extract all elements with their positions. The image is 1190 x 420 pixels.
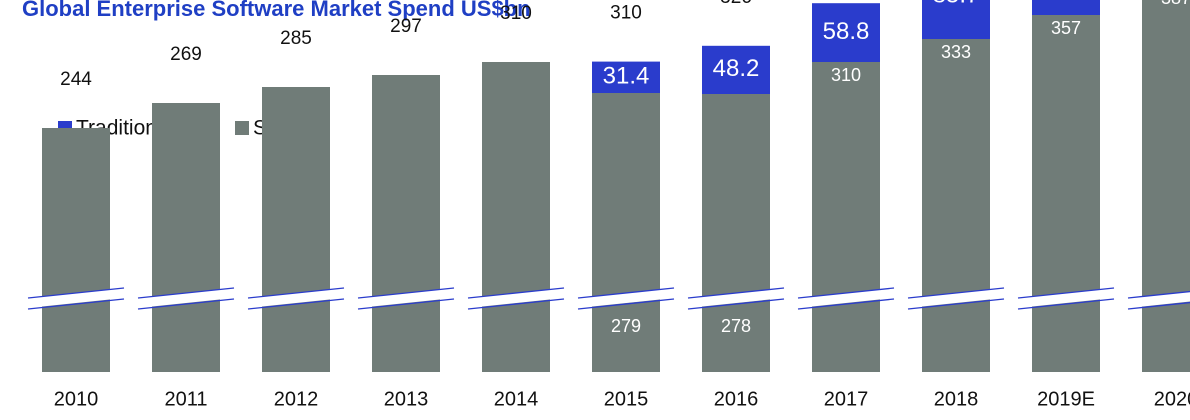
bar-segment (1032, 15, 1100, 372)
axis-break (247, 298, 345, 310)
x-tick-label: 2012 (274, 388, 319, 410)
axis-break (1127, 290, 1190, 299)
x-tick-label: 2013 (384, 388, 429, 410)
axis-break (1018, 288, 1114, 308)
segment-label: 357 (1051, 18, 1081, 38)
axis-break (247, 287, 345, 299)
bar-segment (702, 94, 770, 372)
bar-segment (702, 45, 770, 94)
bar-segment (592, 93, 660, 372)
bar-segment (812, 62, 880, 372)
total-label: 244 (60, 69, 92, 90)
bar-segment (922, 0, 990, 39)
axis-break (577, 287, 675, 299)
axis-break (797, 298, 895, 310)
axis-break (27, 298, 125, 310)
segment-label: 310 (831, 65, 861, 85)
segment-label: 31.4 (603, 63, 650, 90)
bar-segment (372, 75, 440, 372)
axis-break (687, 298, 785, 310)
bar-segment (592, 61, 660, 93)
axis-break (1017, 298, 1115, 310)
bar-segment (262, 87, 330, 372)
total-label: 310 (500, 3, 532, 24)
x-tick-label: 2015 (604, 388, 649, 410)
segment-label: 58.8 (823, 18, 870, 45)
total-label: 326 (720, 0, 752, 8)
bar-segment (812, 3, 880, 62)
axis-break (358, 288, 454, 308)
x-tick-label: 2019E (1037, 388, 1095, 410)
axis-break (907, 287, 1005, 299)
axis-break (688, 288, 784, 308)
axis-break (1128, 291, 1190, 308)
segment-label: 387 (1161, 0, 1190, 8)
axis-break (137, 287, 235, 299)
bar-segment (482, 62, 550, 372)
segment-label: 279 (611, 316, 641, 336)
axis-break (577, 298, 675, 310)
axis-break (28, 288, 124, 308)
axis-break (357, 287, 455, 299)
axis-break (797, 287, 895, 299)
axis-break (467, 287, 565, 299)
x-tick-label: 2010 (54, 388, 99, 410)
bar-segment (1032, 0, 1100, 15)
axis-break (908, 288, 1004, 308)
axis-break (27, 287, 125, 299)
total-label: 297 (390, 16, 422, 37)
axis-break (248, 288, 344, 308)
x-tick-label: 2014 (494, 388, 539, 410)
axis-break (137, 298, 235, 310)
segment-label: 278 (721, 316, 751, 336)
bar-segment (922, 39, 990, 372)
total-label: 285 (280, 28, 312, 49)
chart-title: Global Enterprise Software Market Spend … (22, 0, 531, 21)
axis-break (687, 287, 785, 299)
axis-break (138, 288, 234, 308)
x-tick-label: 2017 (824, 388, 869, 410)
total-label: 310 (610, 3, 642, 24)
axis-break (907, 298, 1005, 310)
bar-segment (152, 103, 220, 372)
x-tick-label: 2020 (1154, 388, 1190, 410)
axis-break (798, 288, 894, 308)
x-tick-label: 2018 (934, 388, 979, 410)
legend-swatch (235, 121, 249, 135)
axis-break (468, 288, 564, 308)
segment-label: 333 (941, 42, 971, 62)
total-label: 269 (170, 44, 202, 65)
axis-break (357, 298, 455, 310)
segment-label: 48.2 (713, 55, 760, 82)
axis-break (1127, 301, 1190, 310)
x-tick-label: 2016 (714, 388, 759, 410)
axis-break (1017, 287, 1115, 299)
segment-label: 85.7 (933, 0, 980, 8)
axis-break (578, 288, 674, 308)
bar-segment (42, 128, 110, 372)
axis-break (467, 298, 565, 310)
bar-segment (1142, 0, 1190, 372)
x-tick-label: 2011 (164, 388, 207, 410)
